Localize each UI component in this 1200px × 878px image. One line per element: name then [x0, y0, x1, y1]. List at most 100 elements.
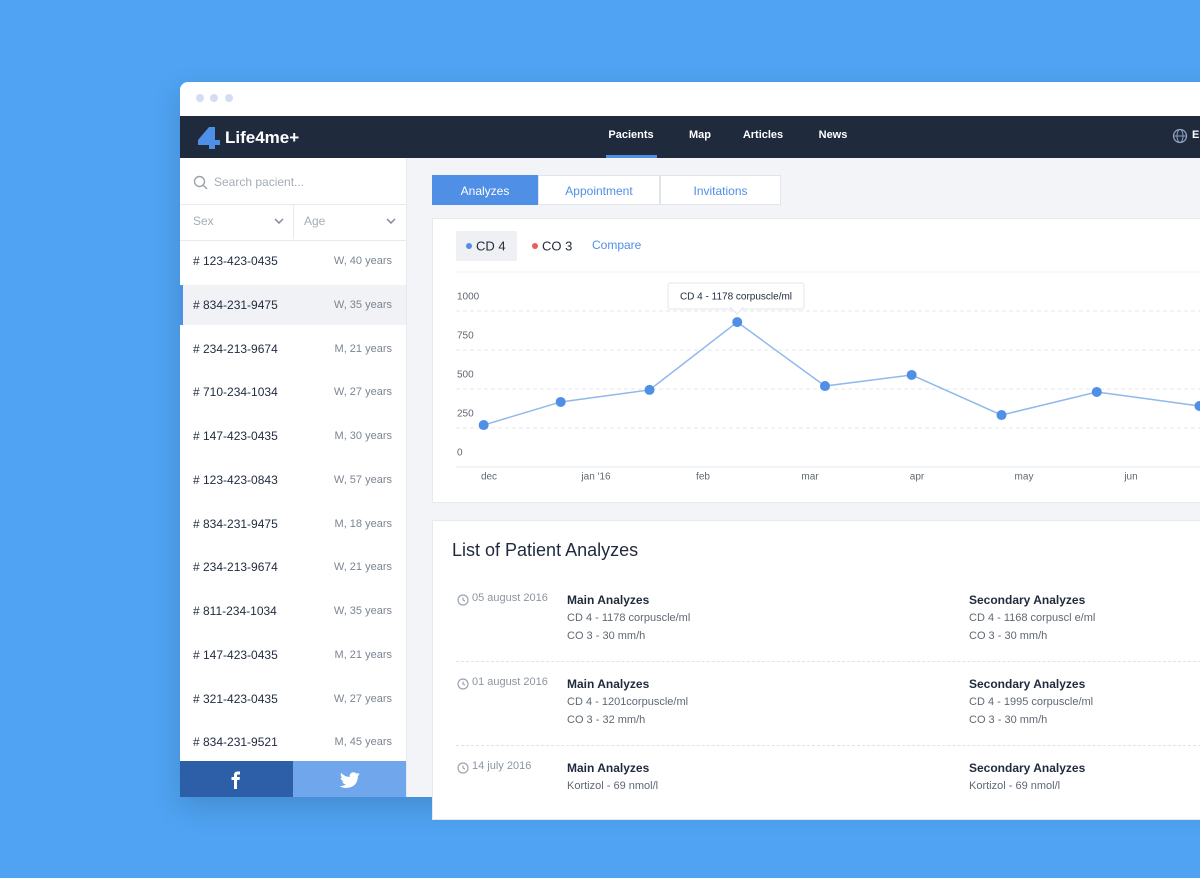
record-date: 14 july 2016 [472, 760, 532, 772]
x-tick-label: jan '16 [580, 472, 611, 483]
patient-info: W, 27 years [333, 692, 392, 705]
y-tick-label: 750 [457, 331, 474, 342]
analysis-line: Kortizol - 69 nmol/l [969, 780, 1061, 792]
analysis-heading: Secondary Analyzes [969, 593, 1086, 607]
nav-bar [180, 116, 1200, 158]
clock-icon [457, 594, 469, 606]
data-point[interactable] [819, 381, 830, 392]
analysis-heading: Main Analyzes [567, 761, 650, 775]
x-tick-label: mar [801, 472, 819, 483]
x-tick-label: feb [696, 472, 710, 483]
legend-label[interactable]: CD 4 [476, 238, 506, 253]
search-icon [193, 175, 208, 190]
patient-info: M, 21 years [334, 342, 392, 355]
patient-info: W, 35 years [333, 298, 392, 311]
nav-link[interactable]: News [818, 129, 848, 141]
patient-info: W, 35 years [333, 605, 392, 617]
patient-id[interactable]: # 234-213-9674 [193, 560, 278, 575]
analysis-line: Kortizol - 69 nmol/l [567, 780, 659, 792]
patient-id[interactable]: # 123-423-0843 [193, 472, 278, 487]
analysis-line: CO 3 - 32 mm/h [567, 714, 646, 726]
patient-info: W, 27 years [333, 386, 392, 399]
patient-info: M, 30 years [334, 430, 392, 442]
filter-chevrons [274, 218, 396, 224]
clock-icon [457, 762, 469, 774]
data-point[interactable] [1091, 386, 1102, 397]
nav-active-underline [606, 155, 657, 158]
analysis-heading: Secondary Analyzes [969, 761, 1086, 775]
y-tick-label: 250 [457, 409, 474, 420]
data-point[interactable] [644, 384, 655, 395]
list-title: List of Patient Analyzes [452, 540, 639, 560]
record-date: 05 august 2016 [472, 592, 548, 604]
tab[interactable]: Appointment [538, 175, 660, 205]
data-point[interactable] [555, 396, 566, 407]
twitter-icon [339, 772, 360, 788]
tooltip-text: CD 4 - 1178 corpuscle/ml [680, 292, 792, 303]
patient-id[interactable]: # 811-234-1034 [193, 604, 277, 618]
facebook-icon [231, 771, 240, 789]
analysis-line: CD 4 - 1168 corpuscl e/ml [969, 612, 1096, 624]
x-tick-label: jun [1123, 472, 1137, 483]
x-tick-label: apr [910, 472, 925, 483]
legend-label[interactable]: CO 3 [542, 238, 572, 253]
patient-info: M, 18 years [334, 517, 392, 530]
filter-divider [293, 205, 294, 239]
data-point[interactable] [732, 317, 743, 328]
nav-link[interactable]: Map [689, 129, 711, 141]
data-point[interactable] [478, 420, 489, 431]
analysis-line: CO 3 - 30 mm/h [969, 714, 1048, 726]
analysis-line: CD 4 - 1178 corpuscle/ml [567, 612, 691, 624]
patient-id[interactable]: # 147-423-0435 [193, 647, 278, 662]
data-point[interactable] [1194, 401, 1200, 412]
patient-id[interactable]: # 710-234-1034 [193, 385, 278, 400]
y-tick-label: 1000 [457, 292, 480, 303]
patient-id[interactable]: # 147-423-0435 [193, 429, 278, 443]
legend-dot [532, 243, 538, 249]
analysis-line: CD 4 - 1201corpuscle/ml [567, 696, 689, 708]
window-dots [196, 94, 233, 102]
patient-id[interactable]: # 834-231-9475 [193, 516, 278, 531]
filter-select[interactable]: Age [304, 214, 326, 228]
globe-icon [1172, 128, 1188, 144]
patient-id[interactable]: # 834-231-9475 [193, 297, 278, 312]
filter-bar [180, 204, 406, 241]
filter-select[interactable]: Sex [193, 214, 214, 228]
chart-card [432, 218, 1200, 503]
analysis-heading: Main Analyzes [567, 593, 650, 607]
clock-icon [457, 678, 469, 690]
analysis-heading: Main Analyzes [567, 677, 650, 691]
patient-id[interactable]: # 123-423-0435 [193, 254, 278, 268]
patient-id[interactable]: # 834-231-9521 [193, 735, 278, 750]
patient-id[interactable]: # 321-423-0435 [193, 691, 278, 706]
x-tick-label: may [1015, 472, 1034, 483]
patient-id[interactable]: # 234-213-9674 [193, 341, 278, 356]
language[interactable]: E [1192, 129, 1200, 141]
patient-info: W, 57 years [333, 473, 392, 486]
record-divider [456, 745, 1200, 746]
record-divider [456, 661, 1200, 662]
tab[interactable]: Analyzes [432, 175, 538, 205]
patient-info: W, 21 years [333, 561, 392, 574]
analysis-line: CD 4 - 1995 corpuscle/ml [969, 696, 1094, 708]
tab[interactable]: Invitations [660, 175, 781, 205]
data-point[interactable] [996, 410, 1007, 421]
y-tick-label: 500 [457, 370, 474, 381]
record-date: 01 august 2016 [472, 676, 548, 688]
y-tick-label: 0 [457, 448, 463, 459]
logo-text: Life4me+ [225, 128, 300, 147]
nav-link[interactable]: Pacients [608, 129, 654, 141]
legend-dot [466, 243, 472, 249]
data-point[interactable] [906, 369, 917, 380]
patient-info: M, 45 years [334, 736, 392, 749]
analysis-line: CO 3 - 30 mm/h [969, 630, 1048, 642]
selected-row [180, 284, 406, 325]
analysis-heading: Secondary Analyzes [969, 677, 1086, 691]
compare-link[interactable]: Compare [592, 238, 642, 252]
patient-info: M, 21 years [334, 648, 392, 661]
nav-link[interactable]: Articles [742, 129, 784, 141]
title-bar [180, 82, 1200, 116]
search-input[interactable]: Search pacient... [214, 175, 305, 189]
analyses-card [432, 520, 1200, 820]
